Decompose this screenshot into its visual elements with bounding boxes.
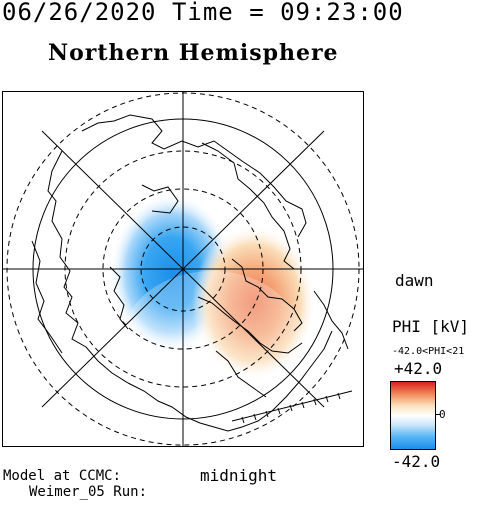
colorbar-zero-label: 0 — [439, 408, 446, 421]
polar-potential-map — [2, 91, 364, 447]
colorbar-max-label: +42.0 — [394, 359, 443, 378]
run-label: Weimer_05 Run: — [29, 484, 148, 500]
colorbar-range-note: -42.0<PHI<21 — [392, 346, 465, 357]
colorbar-title: PHI [kV] — [392, 317, 470, 336]
positive-potential-cell — [192, 225, 316, 381]
colorbar — [390, 381, 436, 450]
coastlines — [31, 114, 349, 432]
colorbar-zero-tick — [435, 414, 440, 415]
datetime-header: 06/26/2020 Time = 09:23:00 — [2, 0, 404, 26]
model-label: Model at CCMC: — [3, 468, 122, 484]
grid-ticks — [231, 390, 353, 424]
meridian-lines — [2, 91, 364, 447]
midnight-label: midnight — [200, 466, 278, 485]
dawn-label: dawn — [395, 271, 434, 290]
colorbar-min-label: -42.0 — [392, 452, 441, 471]
hemisphere-title: Northern Hemisphere — [48, 40, 339, 66]
